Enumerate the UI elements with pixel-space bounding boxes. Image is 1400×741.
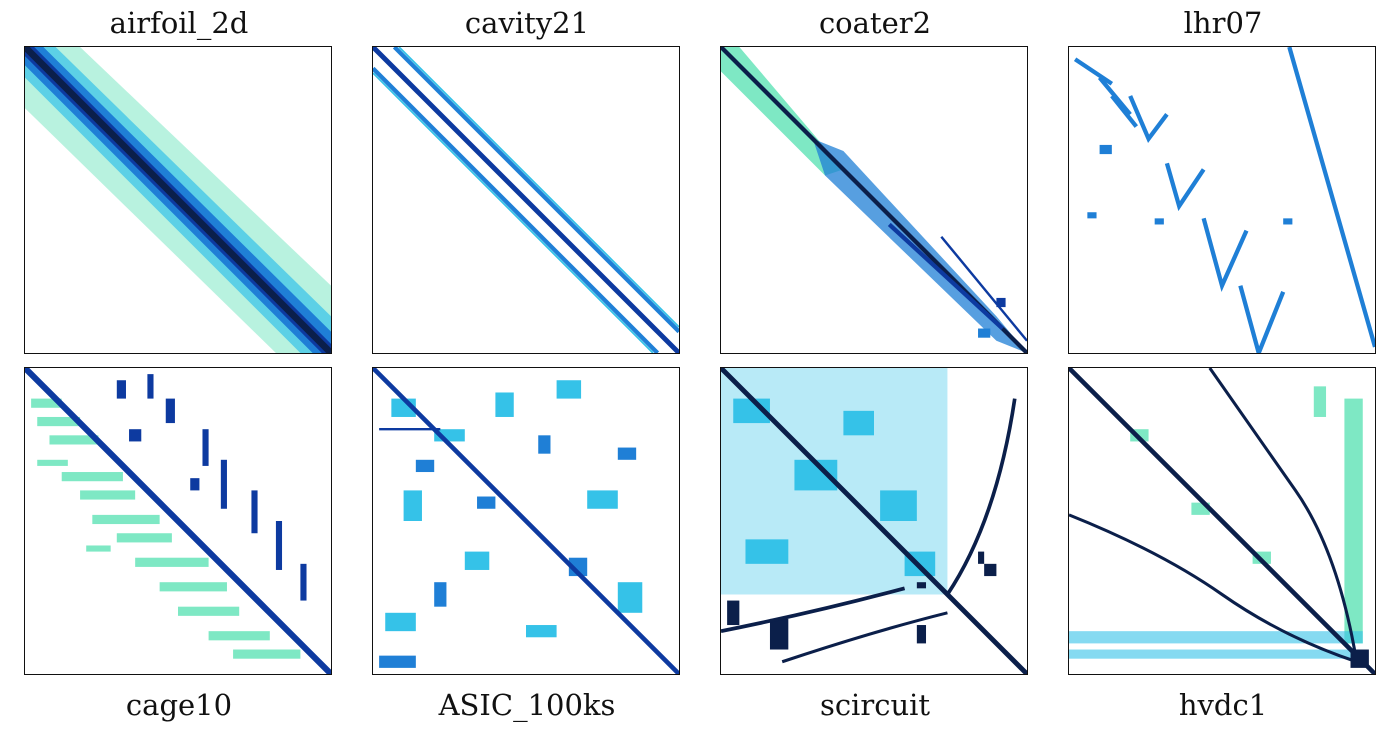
label-coater2: coater2 <box>818 6 932 40</box>
matrix-panel-hvdc1 <box>1068 367 1376 675</box>
sparsity-plot-asic-100ks <box>373 368 679 674</box>
sparsity-plot-coater2 <box>721 47 1027 353</box>
label-lhr07: lhr07 <box>1183 6 1263 40</box>
matrix-panel-cage10 <box>24 367 332 675</box>
sparsity-plot-lhr07 <box>1073 47 1375 353</box>
label-cavity21: cavity21 <box>464 6 590 40</box>
matrix-panel-coater2 <box>720 46 1028 354</box>
matrix-panel-cavity21 <box>372 46 680 354</box>
label-airfoil-2d: airfoil_2d <box>109 6 249 40</box>
sparsity-plot-hvdc1 <box>1069 368 1375 674</box>
sparsity-plot-cage10 <box>25 368 331 674</box>
sparsity-plot-airfoil-2d <box>25 47 331 353</box>
matrix-panel-asic-100ks <box>372 367 680 675</box>
label-asic-100ks: ASIC_100ks <box>438 688 616 722</box>
matrix-panel-scircuit <box>720 367 1028 675</box>
label-cage10: cage10 <box>125 688 233 722</box>
label-scircuit: scircuit <box>819 688 931 722</box>
matrix-panel-airfoil-2d <box>24 46 332 354</box>
sparsity-plot-scircuit <box>721 368 1027 674</box>
matrix-panel-lhr07 <box>1068 46 1376 354</box>
sparsity-plot-cavity21 <box>373 47 679 353</box>
label-hvdc1: hvdc1 <box>1178 688 1268 722</box>
